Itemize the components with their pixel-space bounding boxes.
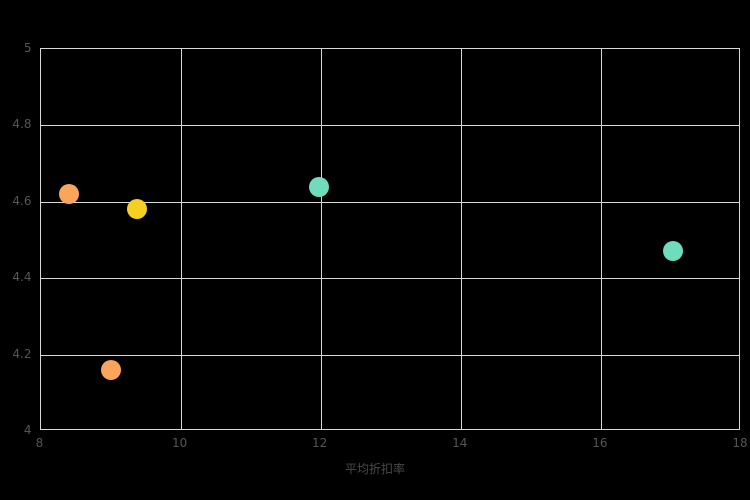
x-tick-label: 16 (592, 436, 608, 450)
x-tick-label: 12 (312, 436, 328, 450)
plot-area (39, 48, 740, 430)
data-point[interactable] (58, 184, 79, 205)
data-point[interactable] (663, 241, 684, 262)
gridline-horizontal (40, 278, 739, 280)
data-point[interactable] (127, 199, 148, 220)
y-tick-label: 5 (23, 41, 32, 55)
gridline-horizontal (40, 201, 739, 203)
y-tick-label: 4.8 (12, 117, 32, 132)
y-tick-label: 4 (23, 423, 32, 437)
y-tick-label: 4.6 (12, 193, 32, 208)
x-tick-label: 8 (35, 436, 44, 450)
x-tick-label: 14 (452, 436, 468, 450)
data-point[interactable] (309, 176, 330, 197)
gridline-vertical (180, 49, 182, 429)
data-point[interactable] (100, 359, 121, 380)
gridline-vertical (600, 49, 602, 429)
x-axis-title: 平均折扣率 (344, 462, 405, 476)
gridline-horizontal (40, 125, 739, 127)
gridline-horizontal (40, 354, 739, 356)
gridline-vertical (460, 49, 462, 429)
x-tick-label: 18 (732, 436, 748, 450)
gridline-vertical (320, 49, 322, 429)
x-tick-label: 10 (171, 436, 188, 450)
y-tick-label: 4.4 (12, 270, 32, 285)
y-tick-label: 4.2 (12, 346, 32, 361)
